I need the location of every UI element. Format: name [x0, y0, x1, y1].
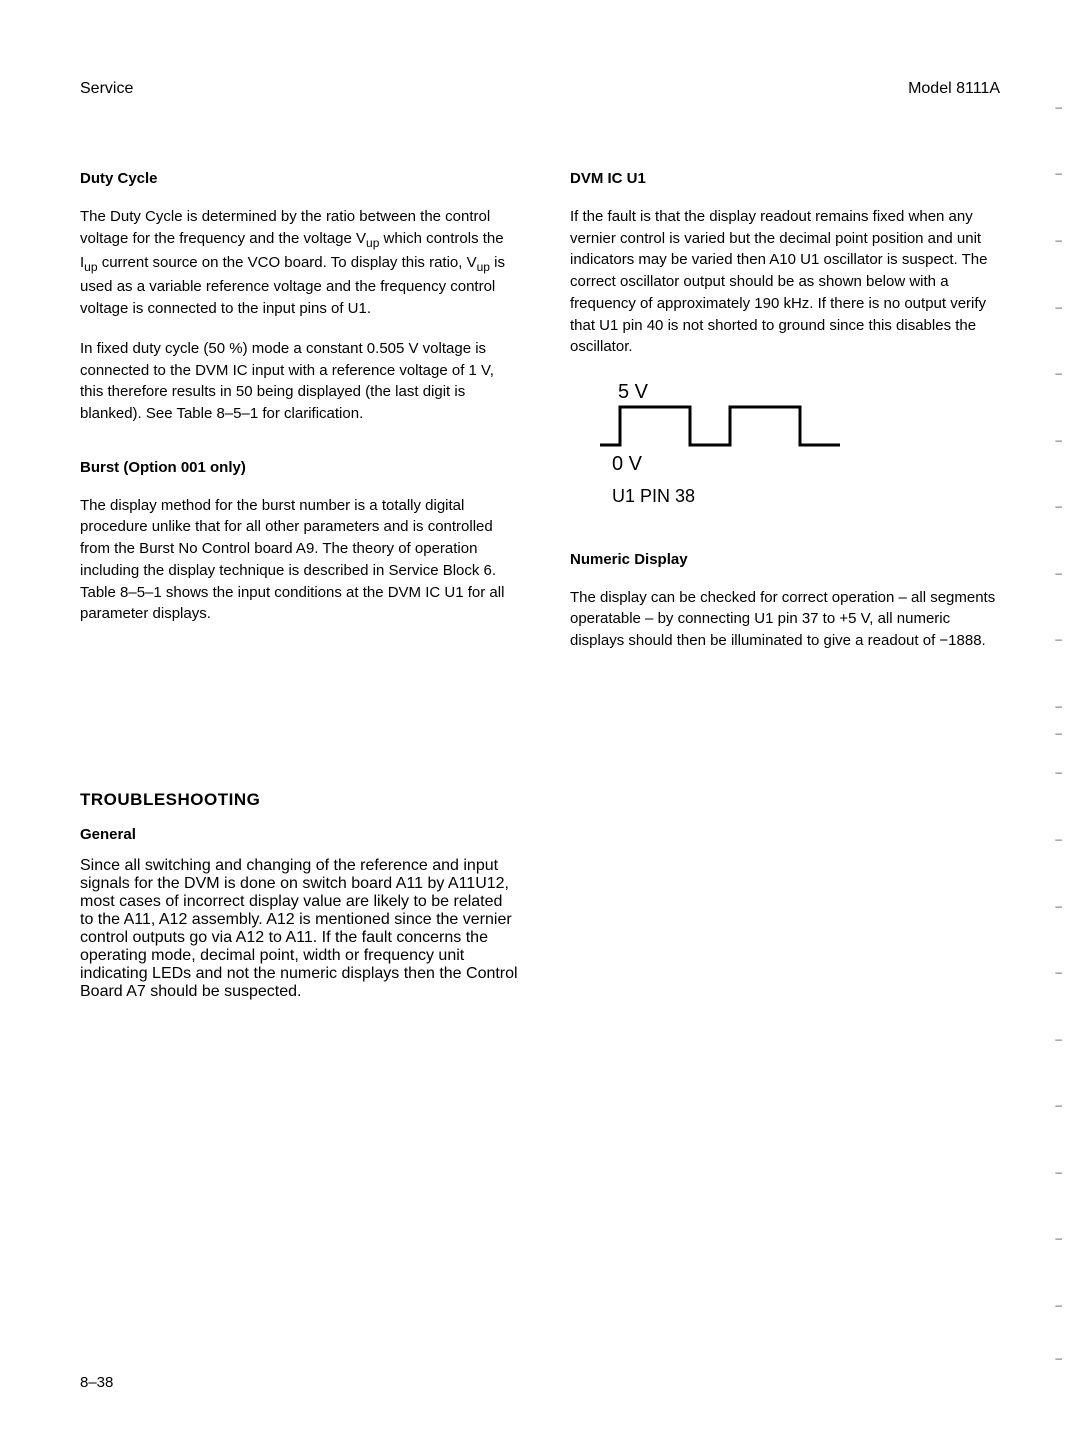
waveform-svg	[590, 401, 850, 451]
scan-edge-marks: – – – – – – – – – – – – – – – – – – – – –	[1042, 60, 1062, 1391]
scan-tick: –	[1055, 166, 1062, 180]
spacer	[570, 529, 1000, 549]
subscript: up	[477, 260, 490, 274]
waveform-pin-label: U1 PIN 38	[612, 483, 1000, 509]
scan-tick: –	[1055, 100, 1062, 114]
general-heading: General	[80, 826, 520, 843]
scan-tick: –	[1055, 1231, 1062, 1245]
scan-tick: –	[1055, 765, 1062, 779]
dvm-para: If the fault is that the display readout…	[570, 206, 1000, 358]
scan-tick: –	[1055, 499, 1062, 513]
burst-para: The display method for the burst number …	[80, 495, 510, 626]
page-header: Service Model 8111A	[80, 80, 1000, 98]
header-left: Service	[80, 80, 133, 98]
duty-cycle-para1: The Duty Cycle is determined by the rati…	[80, 206, 510, 320]
duty-cycle-para2: In fixed duty cycle (50 %) mode a consta…	[80, 338, 510, 425]
spacer	[80, 443, 510, 457]
troubleshooting-heading: TROUBLESHOOTING	[80, 790, 520, 810]
scan-tick: –	[1055, 433, 1062, 447]
subscript: up	[84, 260, 97, 274]
waveform-low-label: 0 V	[612, 450, 1000, 479]
subscript: up	[366, 236, 379, 250]
dvm-heading: DVM IC U1	[570, 168, 1000, 190]
troubleshooting-section: TROUBLESHOOTING General Since all switch…	[80, 790, 520, 1001]
two-column-layout: Duty Cycle The Duty Cycle is determined …	[80, 168, 1000, 670]
scan-tick: –	[1055, 566, 1062, 580]
numeric-display-para: The display can be checked for correct o…	[570, 587, 1000, 652]
scan-tick: –	[1055, 233, 1062, 247]
right-column: DVM IC U1 If the fault is that the displ…	[570, 168, 1000, 670]
duty-cycle-heading: Duty Cycle	[80, 168, 510, 190]
scan-tick: –	[1055, 832, 1062, 846]
scan-tick: –	[1055, 1298, 1062, 1312]
scan-tick: –	[1055, 965, 1062, 979]
scan-tick: –	[1055, 899, 1062, 913]
scan-tick: –	[1055, 1351, 1062, 1365]
numeric-display-heading: Numeric Display	[570, 549, 1000, 571]
scan-tick: –	[1055, 1165, 1062, 1179]
scan-tick: –	[1055, 1098, 1062, 1112]
oscillator-waveform-figure: 5 V 0 V U1 PIN 38	[590, 378, 1000, 509]
scan-tick: –	[1055, 726, 1062, 740]
scan-tick: –	[1055, 632, 1062, 646]
left-column: Duty Cycle The Duty Cycle is determined …	[80, 168, 510, 670]
scan-tick: –	[1055, 366, 1062, 380]
scan-tick: –	[1055, 300, 1062, 314]
service-manual-page: Service Model 8111A Duty Cycle The Duty …	[0, 0, 1080, 1431]
page-number: 8–38	[80, 1374, 113, 1391]
header-right: Model 8111A	[908, 80, 1000, 98]
text: current source on the VCO board. To disp…	[98, 254, 477, 271]
burst-heading: Burst (Option 001 only)	[80, 457, 510, 479]
scan-tick: –	[1055, 1032, 1062, 1046]
waveform-trace	[600, 407, 840, 445]
troubleshooting-para: Since all switching and changing of the …	[80, 857, 520, 1001]
scan-tick: –	[1055, 699, 1062, 713]
